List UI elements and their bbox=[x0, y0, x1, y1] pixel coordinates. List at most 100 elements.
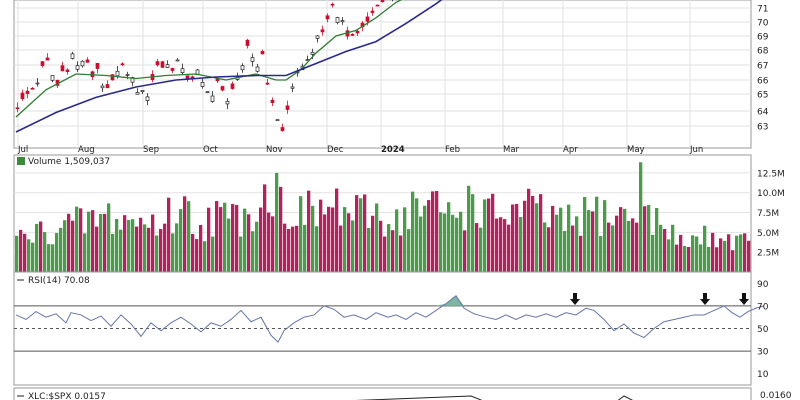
volume-bar bbox=[559, 207, 563, 272]
volume-bar bbox=[499, 217, 503, 272]
volume-bar bbox=[715, 247, 719, 272]
month-label: May bbox=[627, 145, 645, 155]
volume-bar bbox=[475, 223, 479, 272]
volume-bar bbox=[299, 196, 303, 272]
volume-bar bbox=[399, 235, 403, 272]
month-label: Feb bbox=[445, 145, 460, 155]
candle-body bbox=[285, 105, 290, 110]
volume-bar bbox=[239, 236, 243, 272]
volume-axis-labels: 2.5M 5.0M 7.5M 10.0M 12.5M bbox=[757, 169, 785, 258]
volume-bar bbox=[83, 233, 87, 272]
relative-strength-panel: XLC:$SPX 0.0157 0.0160 bbox=[13, 387, 792, 400]
volume-bar bbox=[331, 207, 335, 272]
volume-bar bbox=[379, 220, 383, 272]
volume-tick-label: 2.5M bbox=[757, 249, 779, 259]
volume-bar bbox=[627, 220, 631, 272]
candle-body bbox=[325, 15, 330, 20]
volume-bar bbox=[599, 236, 603, 272]
volume-bar bbox=[727, 234, 731, 272]
candle-body bbox=[95, 62, 100, 69]
month-label: Oct bbox=[203, 145, 218, 155]
candle-body bbox=[30, 87, 35, 90]
candle-body bbox=[380, 0, 385, 3]
volume-bar bbox=[431, 191, 435, 272]
month-label: Sep bbox=[143, 145, 159, 155]
candle-body bbox=[125, 74, 130, 76]
candle-body bbox=[250, 57, 255, 62]
volume-bar bbox=[91, 210, 95, 272]
volume-bar bbox=[603, 200, 607, 272]
volume-bar bbox=[139, 217, 143, 272]
candle-body bbox=[60, 65, 65, 72]
candle-body bbox=[100, 85, 105, 89]
candle-body bbox=[365, 16, 370, 22]
volume-bar bbox=[415, 198, 419, 272]
volume-bar bbox=[523, 200, 527, 272]
volume-bar bbox=[99, 214, 103, 272]
volume-bar bbox=[659, 224, 663, 272]
rsi-tick-label: 30 bbox=[757, 348, 769, 358]
volume-bar bbox=[747, 240, 751, 272]
volume-bar bbox=[287, 229, 291, 272]
volume-bar bbox=[619, 207, 623, 272]
volume-bar bbox=[251, 231, 255, 272]
relative-strength-legend: XLC:$SPX 0.0157 bbox=[28, 392, 106, 400]
rsi-tick-label: 70 bbox=[757, 302, 769, 312]
candle-body bbox=[370, 10, 375, 13]
volume-bar bbox=[615, 215, 619, 272]
candle-body bbox=[350, 34, 355, 36]
volume-bar bbox=[39, 221, 43, 272]
volume-bar bbox=[375, 203, 379, 272]
volume-bar bbox=[59, 227, 63, 272]
price-tick-label: 65 bbox=[757, 91, 768, 101]
candle-body bbox=[105, 84, 110, 89]
month-label: 2024 bbox=[381, 145, 405, 155]
volume-bar bbox=[707, 246, 711, 272]
volume-bar bbox=[443, 213, 447, 272]
price-tick-label: 71 bbox=[757, 5, 768, 15]
rsi-markers bbox=[570, 293, 749, 305]
candle-body bbox=[275, 119, 280, 121]
volume-bar bbox=[591, 211, 595, 272]
rsi-arrow-marker bbox=[570, 293, 580, 305]
candle-body bbox=[135, 92, 140, 95]
volume-bar bbox=[223, 202, 227, 272]
volume-bar bbox=[103, 213, 107, 272]
volume-bar bbox=[395, 209, 399, 272]
volume-bar bbox=[679, 234, 683, 272]
candle-body bbox=[355, 30, 360, 34]
volume-tick-label: 10.0M bbox=[757, 189, 785, 199]
volume-bar bbox=[147, 227, 151, 272]
volume-bar bbox=[303, 224, 307, 272]
candle-body bbox=[15, 107, 20, 110]
volume-bar bbox=[283, 223, 287, 272]
candle-body bbox=[165, 64, 170, 68]
candle-body bbox=[20, 92, 25, 100]
volume-bar bbox=[491, 193, 495, 272]
volume-bar bbox=[595, 196, 599, 272]
volume-bar bbox=[311, 205, 315, 272]
candle-body bbox=[115, 70, 120, 77]
candle-body bbox=[320, 29, 325, 33]
candle-body bbox=[240, 65, 245, 71]
price-tick-label: 70 bbox=[757, 19, 769, 29]
volume-bar bbox=[255, 221, 259, 272]
long-moving-average-line bbox=[15, 0, 443, 133]
candle-body bbox=[260, 51, 265, 55]
candle-body bbox=[290, 86, 295, 89]
candle-body bbox=[145, 96, 150, 101]
volume-bar bbox=[175, 223, 179, 272]
candle-body bbox=[175, 59, 180, 62]
volume-bar bbox=[719, 238, 723, 272]
volume-bars bbox=[15, 162, 751, 272]
volume-tick-label: 12.5M bbox=[757, 169, 785, 179]
candle-body bbox=[70, 53, 75, 59]
volume-bar bbox=[635, 222, 639, 272]
volume-bar bbox=[355, 195, 359, 272]
volume-bar bbox=[639, 162, 643, 272]
candle-body bbox=[140, 89, 145, 92]
volume-bar bbox=[703, 225, 707, 272]
rsi-arrow-marker bbox=[700, 293, 710, 305]
candle-body bbox=[230, 83, 235, 89]
month-label: Apr bbox=[563, 145, 578, 155]
